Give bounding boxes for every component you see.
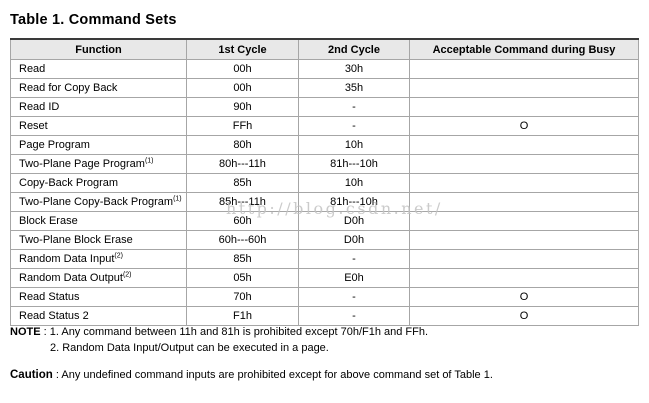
cycle2-cell: -: [298, 249, 410, 269]
cycle1-cell: 60h---60h: [186, 230, 299, 250]
table-row: Random Data Input(2) 85h -: [10, 249, 639, 269]
cycle1-cell: F1h: [186, 306, 299, 326]
function-cell: Read: [10, 59, 187, 79]
cycle2-cell: 30h: [298, 59, 410, 79]
cycle1-cell: 80h---11h: [186, 154, 299, 174]
busy-cell: [409, 135, 639, 155]
note-label: NOTE: [10, 326, 41, 338]
cycle1-cell: 70h: [186, 287, 299, 307]
cycle2-cell: 10h: [298, 173, 410, 193]
cycle2-cell: D0h: [298, 230, 410, 250]
cycle1-cell: 85h---11h: [186, 192, 299, 212]
table-row: Read Status 70h - O: [10, 287, 639, 307]
busy-cell: [409, 230, 639, 250]
caution-text: : Any undefined command inputs are prohi…: [52, 369, 493, 381]
busy-cell: [409, 249, 639, 269]
cycle2-cell: 81h---10h: [298, 192, 410, 212]
busy-cell: [409, 268, 639, 288]
cycle1-cell: FFh: [186, 116, 299, 136]
busy-cell: [409, 192, 639, 212]
footnote-marker: (1): [173, 195, 182, 203]
table-row: Random Data Output(2) 05h E0h: [10, 268, 639, 288]
function-cell: Read for Copy Back: [10, 78, 187, 98]
command-sets-table: Function 1st Cycle 2nd Cycle Acceptable …: [10, 38, 639, 326]
function-cell: Reset: [10, 116, 187, 136]
cycle2-cell: -: [298, 287, 410, 307]
note-line-1: NOTE : 1. Any command between 11h and 81…: [10, 324, 428, 340]
header-row: Function 1st Cycle 2nd Cycle Acceptable …: [10, 38, 639, 60]
table-row: Two-Plane Copy-Back Program(1) 85h---11h 8…: [10, 192, 639, 212]
function-cell: Random Data Output(2): [10, 268, 187, 288]
header-function: Function: [10, 38, 187, 60]
cycle1-cell: 00h: [186, 59, 299, 79]
table-title: Table 1. Command Sets: [10, 12, 177, 28]
cycle2-cell: 10h: [298, 135, 410, 155]
busy-cell: [409, 59, 639, 79]
cycle2-cell: -: [298, 116, 410, 136]
cycle2-cell: 81h---10h: [298, 154, 410, 174]
cycle1-cell: 00h: [186, 78, 299, 98]
table-row: Read Status 2 F1h - O: [10, 306, 639, 326]
busy-cell: O: [409, 287, 639, 307]
note-block: NOTE : 1. Any command between 11h and 81…: [10, 324, 428, 356]
function-cell: Two-Plane Copy-Back Program(1): [10, 192, 187, 212]
table-row: Two-Plane Page Program(1) 80h---11h 81h---…: [10, 154, 639, 174]
function-cell: Page Program: [10, 135, 187, 155]
command-table-body: Read 00h 30h Read for Copy Back 00h 35h Read I…: [10, 59, 639, 326]
header-busy: Acceptable Command during Busy: [409, 38, 639, 60]
note-line-2: 2. Random Data Input/Output can be execu…: [50, 342, 329, 354]
table-row: Read for Copy Back 00h 35h: [10, 78, 639, 98]
table-header: Function 1st Cycle 2nd Cycle Acceptable …: [10, 38, 639, 60]
footnote-marker: (1): [144, 157, 154, 165]
table-row: Reset FFh - O: [10, 116, 639, 136]
footnote-marker: (2): [114, 252, 123, 260]
busy-cell: O: [409, 116, 639, 136]
header-2nd-cycle: 2nd Cycle: [298, 38, 410, 60]
busy-cell: [409, 173, 639, 193]
function-cell: Block Erase: [10, 211, 187, 231]
cycle1-cell: 90h: [186, 97, 299, 117]
table-row: Two-Plane Block Erase 60h---60h D0h: [10, 230, 639, 250]
cycle2-cell: D0h: [298, 211, 410, 231]
cycle1-cell: 60h: [186, 211, 299, 231]
cycle1-cell: 80h: [186, 135, 299, 155]
table-row: Read 00h 30h: [10, 59, 639, 79]
cycle1-cell: 85h: [186, 249, 299, 269]
busy-cell: [409, 97, 639, 117]
function-cell: Two-Plane Block Erase: [10, 230, 187, 250]
busy-cell: [409, 154, 639, 174]
cycle2-cell: E0h: [298, 268, 410, 288]
caution-label: Caution: [10, 369, 53, 381]
cycle1-cell: 85h: [186, 173, 299, 193]
function-cell: Read ID: [10, 97, 187, 117]
function-cell: Copy-Back Program: [10, 173, 187, 193]
function-cell: Two-Plane Page Program(1): [10, 154, 187, 174]
footnote-marker: (2): [122, 271, 132, 279]
caution-block: Caution : Any undefined command inputs a…: [10, 369, 493, 381]
table-row: Block Erase 60h D0h: [10, 211, 639, 231]
function-cell: Read Status 2: [10, 306, 187, 326]
busy-cell: [409, 211, 639, 231]
table-row: Page Program 80h 10h: [10, 135, 639, 155]
busy-cell: [409, 78, 639, 98]
table-row: Copy-Back Program 85h 10h: [10, 173, 639, 193]
cycle2-cell: -: [298, 97, 410, 117]
busy-cell: O: [409, 306, 639, 326]
cycle2-cell: -: [298, 306, 410, 326]
function-cell: Random Data Input(2): [10, 249, 187, 269]
cycle2-cell: 35h: [298, 78, 410, 98]
note-line-1-text: : 1. Any command between 11h and 81h is …: [40, 326, 429, 338]
function-cell: Read Status: [10, 287, 187, 307]
header-1st-cycle: 1st Cycle: [186, 38, 299, 60]
table-row: Read ID 90h -: [10, 97, 639, 117]
cycle1-cell: 05h: [186, 268, 299, 288]
